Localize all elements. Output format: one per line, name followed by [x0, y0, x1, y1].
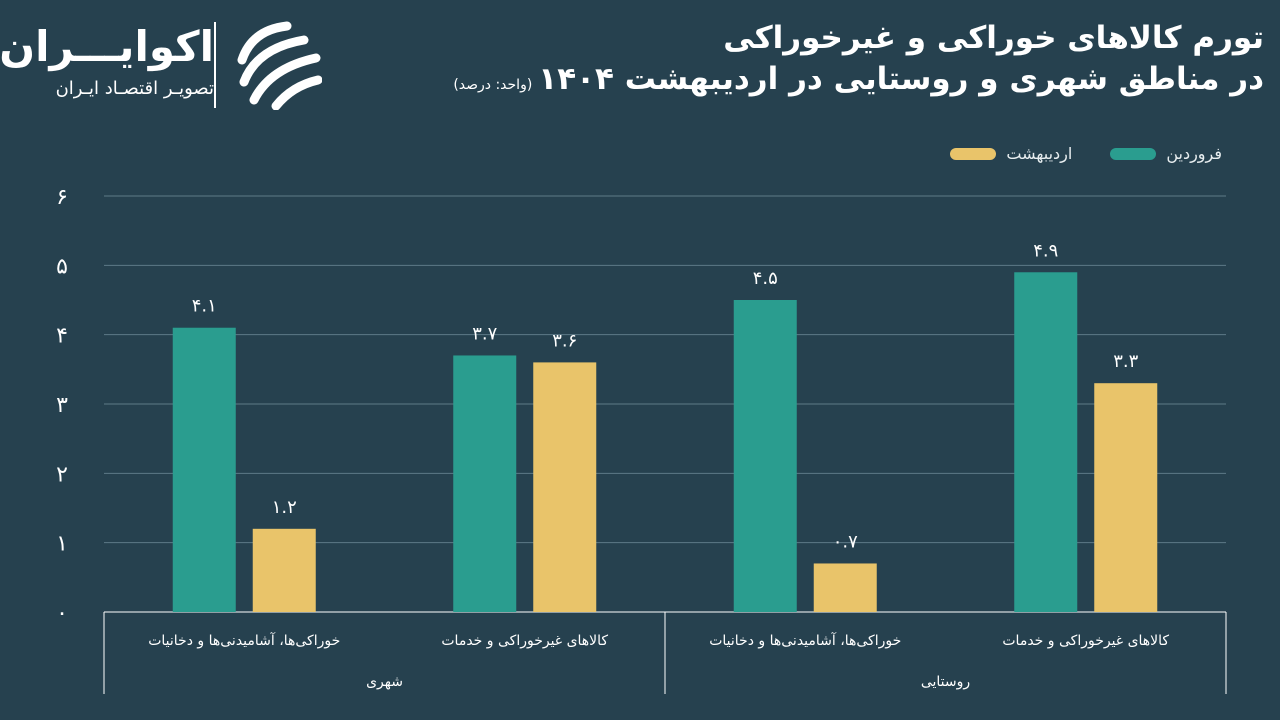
y-tick-label: ۵ — [56, 254, 68, 279]
x-tick-label: خوراکی‌ها، آشامیدنی‌ها و دخانیات — [709, 632, 901, 649]
data-label: ۳.۷ — [472, 323, 497, 344]
y-tick-label: ۰ — [56, 601, 68, 626]
chart-title: تورم کالاهای خوراکی و غیرخوراکی در مناطق… — [404, 18, 1264, 106]
legend-swatch-ordibehesht — [950, 147, 997, 160]
logo-divider — [214, 22, 216, 108]
x-tick-label: کالاهای غیرخوراکی و خدمات — [441, 633, 608, 649]
bar — [533, 362, 597, 612]
y-tick-label: ۴ — [56, 324, 68, 349]
legend-swatch-farvardin — [1110, 147, 1157, 160]
y-tick-label: ۳ — [56, 393, 68, 418]
y-tick-label: ۲ — [56, 462, 68, 487]
title-line-2: در مناطق شهری و روستایی در اردیبهشت ۱۴۰۴… — [404, 58, 1264, 106]
data-label: ۱.۲ — [272, 497, 297, 518]
ecoiran-logo-icon — [237, 21, 322, 110]
legend: فروردین اردیبهشت — [950, 144, 1222, 163]
data-label: ۰.۷ — [833, 531, 858, 552]
group-label: شهری — [366, 674, 403, 690]
bar — [813, 563, 877, 612]
group-label: روستایی — [921, 674, 970, 690]
data-label: ۳.۶ — [552, 330, 577, 351]
legend-item-ordibehesht: اردیبهشت — [950, 144, 1072, 163]
bar — [1094, 383, 1158, 612]
logo-name: اکوایـــران — [0, 22, 214, 71]
y-tick-label: ۶ — [56, 185, 68, 210]
bar — [1014, 272, 1078, 612]
legend-label-ordibehesht: اردیبهشت — [1006, 144, 1073, 163]
data-label: ۴.۱ — [192, 296, 217, 317]
data-label: ۴.۵ — [753, 268, 778, 289]
x-tick-label: کالاهای غیرخوراکی و خدمات — [1002, 633, 1169, 649]
title-line-1: تورم کالاهای خوراکی و غیرخوراکی — [723, 20, 1264, 56]
bar — [733, 300, 797, 612]
unit-label: (واحد: درصد) — [453, 77, 533, 93]
x-tick-label: خوراکی‌ها، آشامیدنی‌ها و دخانیات — [148, 632, 340, 649]
legend-label-farvardin: فروردین — [1166, 144, 1222, 163]
data-label: ۳.۳ — [1113, 351, 1138, 372]
bar — [252, 528, 316, 612]
legend-item-farvardin: فروردین — [1110, 144, 1222, 163]
logo-subtitle: تصویـر اقتصـاد ایـران — [55, 78, 214, 99]
logo: اکوایـــران تصویـر اقتصـاد ایـران — [0, 16, 334, 112]
data-label: ۴.۹ — [1033, 240, 1058, 261]
y-tick-label: ۱ — [56, 532, 68, 557]
title-line-2-text: در مناطق شهری و روستایی در اردیبهشت ۱۴۰۴ — [538, 61, 1264, 97]
bar — [172, 327, 236, 612]
bar — [453, 355, 517, 612]
